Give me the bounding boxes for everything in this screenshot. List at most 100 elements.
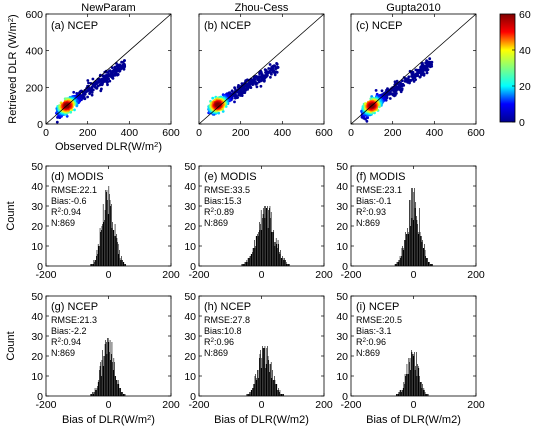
scatter-point (230, 89, 234, 93)
scatter-point (270, 72, 273, 76)
scatter-point (410, 75, 413, 78)
histogram-bar (407, 374, 408, 396)
histogram-bar (422, 384, 423, 396)
scatter-point (211, 96, 215, 100)
histogram-bar (279, 392, 280, 396)
histogram-bar (423, 388, 425, 396)
histogram-bar (417, 232, 419, 266)
scatter-point (237, 93, 241, 97)
scatter-point (73, 108, 76, 112)
histogram-bar (96, 250, 98, 266)
histogram-bar (268, 210, 270, 266)
x-tick-label: 0 (106, 269, 112, 281)
histogram-bar (401, 256, 402, 266)
histogram-bar (248, 394, 250, 396)
scatter-point (267, 67, 271, 70)
y-tick-label: 30 (31, 201, 43, 213)
scatter-point (108, 79, 112, 83)
histogram-bar (396, 262, 398, 266)
panel-label: (b) NCEP (204, 20, 251, 32)
histogram-bar (402, 248, 404, 266)
histogram-bar (423, 248, 425, 266)
stats-line: Bias:-3.1 (356, 326, 392, 336)
histogram-bar (288, 264, 290, 266)
histogram-bar (426, 258, 428, 266)
histogram-bar (92, 264, 93, 266)
x-tick-label: -200 (35, 269, 56, 281)
histogram-bar (108, 186, 110, 266)
histogram-bar (431, 264, 433, 266)
histogram-bar (399, 392, 400, 396)
scatter-point (82, 93, 85, 96)
histogram-bar (278, 244, 280, 266)
scatter-point (274, 67, 277, 70)
histogram-bar (260, 368, 262, 396)
y-axis-label: Count (5, 331, 17, 360)
histogram-bar (429, 262, 430, 266)
scatter-point (269, 75, 272, 79)
scatter-point (254, 82, 257, 86)
y-tick-label: 600 (25, 9, 43, 21)
column-title: Gupta2010 (386, 2, 440, 14)
histogram-bar (259, 230, 261, 266)
y-tick-label: 30 (184, 201, 196, 213)
histogram-bar (426, 394, 428, 396)
scatter-point (93, 85, 97, 89)
histogram-bar (274, 380, 276, 396)
histogram-bar (396, 394, 398, 396)
histogram-bar (250, 254, 252, 266)
x-axis-label: Bias of DLR(W/m2) (366, 414, 461, 426)
histogram-bar (242, 264, 243, 266)
histogram-bar (282, 258, 284, 266)
histogram-bar (271, 232, 273, 266)
histogram-bar (424, 250, 426, 266)
histogram-bar (244, 264, 245, 266)
histogram-bar (96, 390, 97, 396)
histogram-bar (430, 264, 432, 266)
scatter-point (256, 78, 259, 82)
histogram-bar (107, 338, 109, 396)
histogram-bar (112, 230, 114, 266)
colorbar: 0 20 40 60 (499, 9, 531, 129)
histogram-bar (267, 228, 269, 266)
histogram-bar (110, 206, 112, 266)
histogram-bar (105, 190, 107, 266)
histogram-bar (404, 240, 405, 266)
colorbar-tick-label: 40 (519, 45, 531, 57)
scatter-point (414, 68, 418, 72)
histogram-bar (92, 264, 94, 266)
y-tick-label: 10 (31, 241, 43, 253)
histogram-bar (416, 216, 417, 266)
y-tick-label: 50 (184, 161, 196, 173)
stats-line: N:869 (204, 348, 228, 358)
stats-line: N:869 (51, 348, 75, 358)
y-tick-label: 400 (25, 46, 43, 58)
x-tick-label: 0 (259, 399, 265, 411)
histogram-bar (94, 388, 96, 396)
scatter-point (425, 59, 428, 63)
histogram-bar (397, 394, 399, 396)
histogram-bar (257, 370, 259, 396)
histogram-bar (105, 340, 107, 396)
x-tick-label: 200 (384, 127, 402, 139)
histogram-bar (247, 394, 249, 396)
histogram-bar (242, 264, 244, 266)
histogram-bar (116, 380, 118, 396)
histogram-bar (396, 264, 397, 266)
histogram-bar (243, 264, 245, 266)
scatter-point (422, 73, 426, 77)
histogram-bar (422, 248, 424, 266)
y-tick-label: 30 (336, 331, 348, 343)
histogram-bar (247, 262, 248, 266)
histogram-bar (107, 200, 108, 266)
scatter-point (268, 63, 272, 66)
histogram-bar (409, 200, 411, 266)
histogram-bar (415, 366, 417, 396)
histogram-bar (399, 256, 401, 266)
scatter-point (388, 97, 392, 100)
histogram-bar (428, 262, 430, 266)
histogram-bar (253, 248, 255, 266)
histogram-bar (272, 370, 273, 396)
x-tick-label: -200 (188, 269, 209, 281)
scatter-point (86, 79, 90, 82)
